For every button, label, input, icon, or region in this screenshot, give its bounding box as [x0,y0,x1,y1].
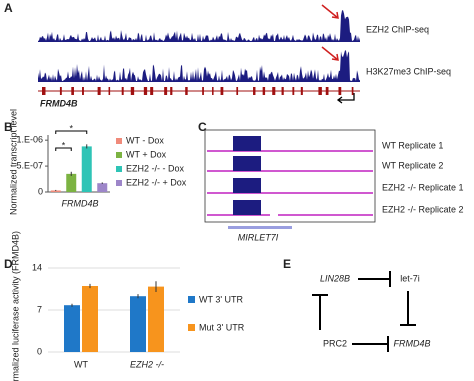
panel-label: D [4,257,13,271]
exon [150,87,154,95]
legend-swatch [188,324,195,331]
legend-label: Mut 3' UTR [199,322,245,332]
track-label: EZH2 -/- Replicate 2 [382,204,464,214]
exon [253,87,256,95]
legend-swatch [116,152,122,158]
node: FRMD4B [393,338,430,348]
exon [143,87,148,95]
legend-swatch [116,166,122,172]
x-tick-label: EZH2 -/- [130,359,164,369]
exon [97,87,101,95]
exon [71,87,74,95]
signal-track [38,10,360,42]
exon [42,87,46,95]
legend-label: WT - Dox [126,135,164,145]
significance-star: * [62,140,66,150]
y-tick-label: 7 [37,304,42,314]
legend-label: EZH2 -/- - Dox [126,163,185,173]
signal-track [38,50,360,82]
exon [212,87,214,95]
bar [148,286,164,352]
y-tick-label: 0 [38,186,43,196]
exon [300,87,303,95]
legend-swatch [188,296,195,303]
browser-box [204,129,376,223]
y-tick-label: 0 [37,346,42,356]
y-axis-label: Normalized luciferase activity (FRMD4B) [10,231,20,381]
y-tick-label: 14 [32,262,42,272]
exon [272,87,276,95]
bar [130,296,146,352]
exon [236,87,239,95]
panel-label: E [283,257,291,271]
legend-swatch [116,180,122,186]
exon [318,87,322,95]
node: LIN28B [320,273,350,283]
track-label: EZH2 -/- Replicate 1 [382,182,464,192]
x-axis-label: FRMD4B [61,198,98,208]
node: PRC2 [323,338,347,348]
exon [59,87,62,95]
red-arrow [321,4,339,19]
red-arrow [321,46,339,61]
gap [270,213,278,217]
exon [202,87,204,95]
read-block [233,156,261,171]
y-tick-label: 5.E-07 [16,160,43,170]
legend-label: WT + Dox [126,149,167,159]
significance-bracket [55,130,88,134]
exon [108,87,111,95]
x-tick-label: WT [74,359,88,369]
bar [50,190,61,192]
exon [164,87,168,95]
exon [185,87,188,95]
exon [281,87,284,95]
track-label: H3K27me3 ChIP-seq [366,66,451,76]
bar [81,146,92,192]
bar [97,183,108,192]
exon [82,87,84,95]
legend-label: EZH2 -/- + Dox [126,177,187,187]
tss-arrow [336,93,355,104]
read-block [233,136,261,151]
exon [292,87,295,95]
gene-label: MIRLET7I [238,232,279,242]
bar [82,286,98,352]
track-label: WT Replicate 2 [382,160,443,170]
exon [121,87,124,95]
exon [262,87,266,95]
inhibition-edges [312,271,416,352]
exon [338,87,342,95]
node: let-7i [400,273,420,283]
exon [130,87,135,95]
exon [170,87,173,95]
panel-label: C [198,120,207,134]
y-tick-label: 1.E-06 [16,135,43,145]
exon [325,87,329,95]
gene-bar [228,226,292,229]
gene-label: FRMD4B [40,98,78,108]
panel-label: B [4,120,13,134]
panel-label: A [4,1,13,15]
exon [351,87,354,95]
y-axis-label: Normalized transcript level [8,109,18,215]
bar [66,173,77,192]
track-label: WT Replicate 1 [382,140,443,150]
legend-label: WT 3' UTR [199,294,244,304]
legend-swatch [116,138,122,144]
bar [64,305,80,352]
significance-star: * [69,123,73,133]
track-label: EZH2 ChIP-seq [366,24,429,34]
read-block [233,178,261,193]
significance-bracket [55,147,72,151]
exon [220,87,224,95]
read-block [233,200,261,215]
